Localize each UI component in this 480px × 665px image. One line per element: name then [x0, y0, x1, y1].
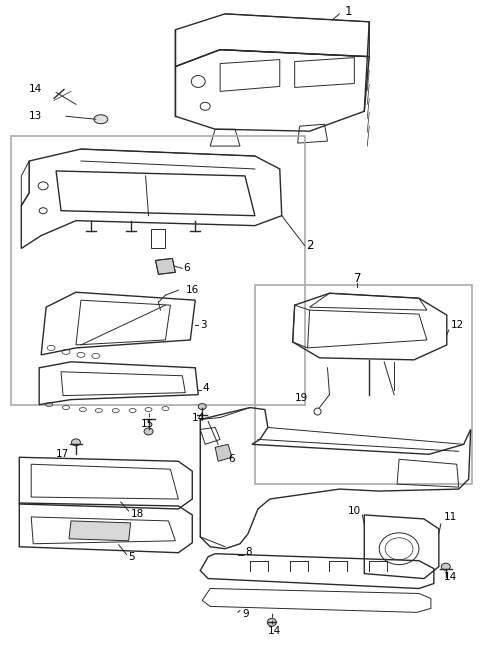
Ellipse shape: [144, 428, 153, 435]
Text: 10: 10: [348, 506, 361, 516]
Ellipse shape: [441, 563, 450, 570]
Text: 9: 9: [242, 609, 249, 619]
Text: 14: 14: [29, 84, 42, 94]
Text: 19: 19: [295, 392, 308, 402]
Polygon shape: [215, 444, 232, 462]
Text: 13: 13: [29, 111, 42, 121]
Ellipse shape: [94, 115, 108, 124]
Text: 17: 17: [56, 450, 69, 460]
Text: 12: 12: [451, 320, 464, 330]
Text: 4: 4: [202, 382, 209, 392]
Text: 5: 5: [129, 552, 135, 562]
Text: 14: 14: [268, 626, 281, 636]
Text: 8: 8: [245, 547, 252, 557]
Text: 6: 6: [183, 263, 190, 273]
Bar: [12, 136, 305, 404]
Text: 6: 6: [228, 454, 235, 464]
Text: 11: 11: [444, 512, 457, 522]
Ellipse shape: [72, 439, 81, 446]
Polygon shape: [69, 521, 131, 541]
Text: 14: 14: [192, 412, 205, 422]
Text: 2: 2: [307, 239, 314, 252]
Text: 16: 16: [185, 285, 199, 295]
Ellipse shape: [198, 404, 206, 410]
Text: 7: 7: [354, 272, 362, 285]
Ellipse shape: [267, 618, 276, 626]
Text: 18: 18: [131, 509, 144, 519]
Text: 15: 15: [141, 420, 154, 430]
Text: 1: 1: [344, 5, 352, 19]
Text: 3: 3: [200, 320, 207, 330]
Text: 14: 14: [444, 572, 457, 582]
Bar: [255, 285, 472, 484]
Polygon shape: [156, 259, 175, 275]
